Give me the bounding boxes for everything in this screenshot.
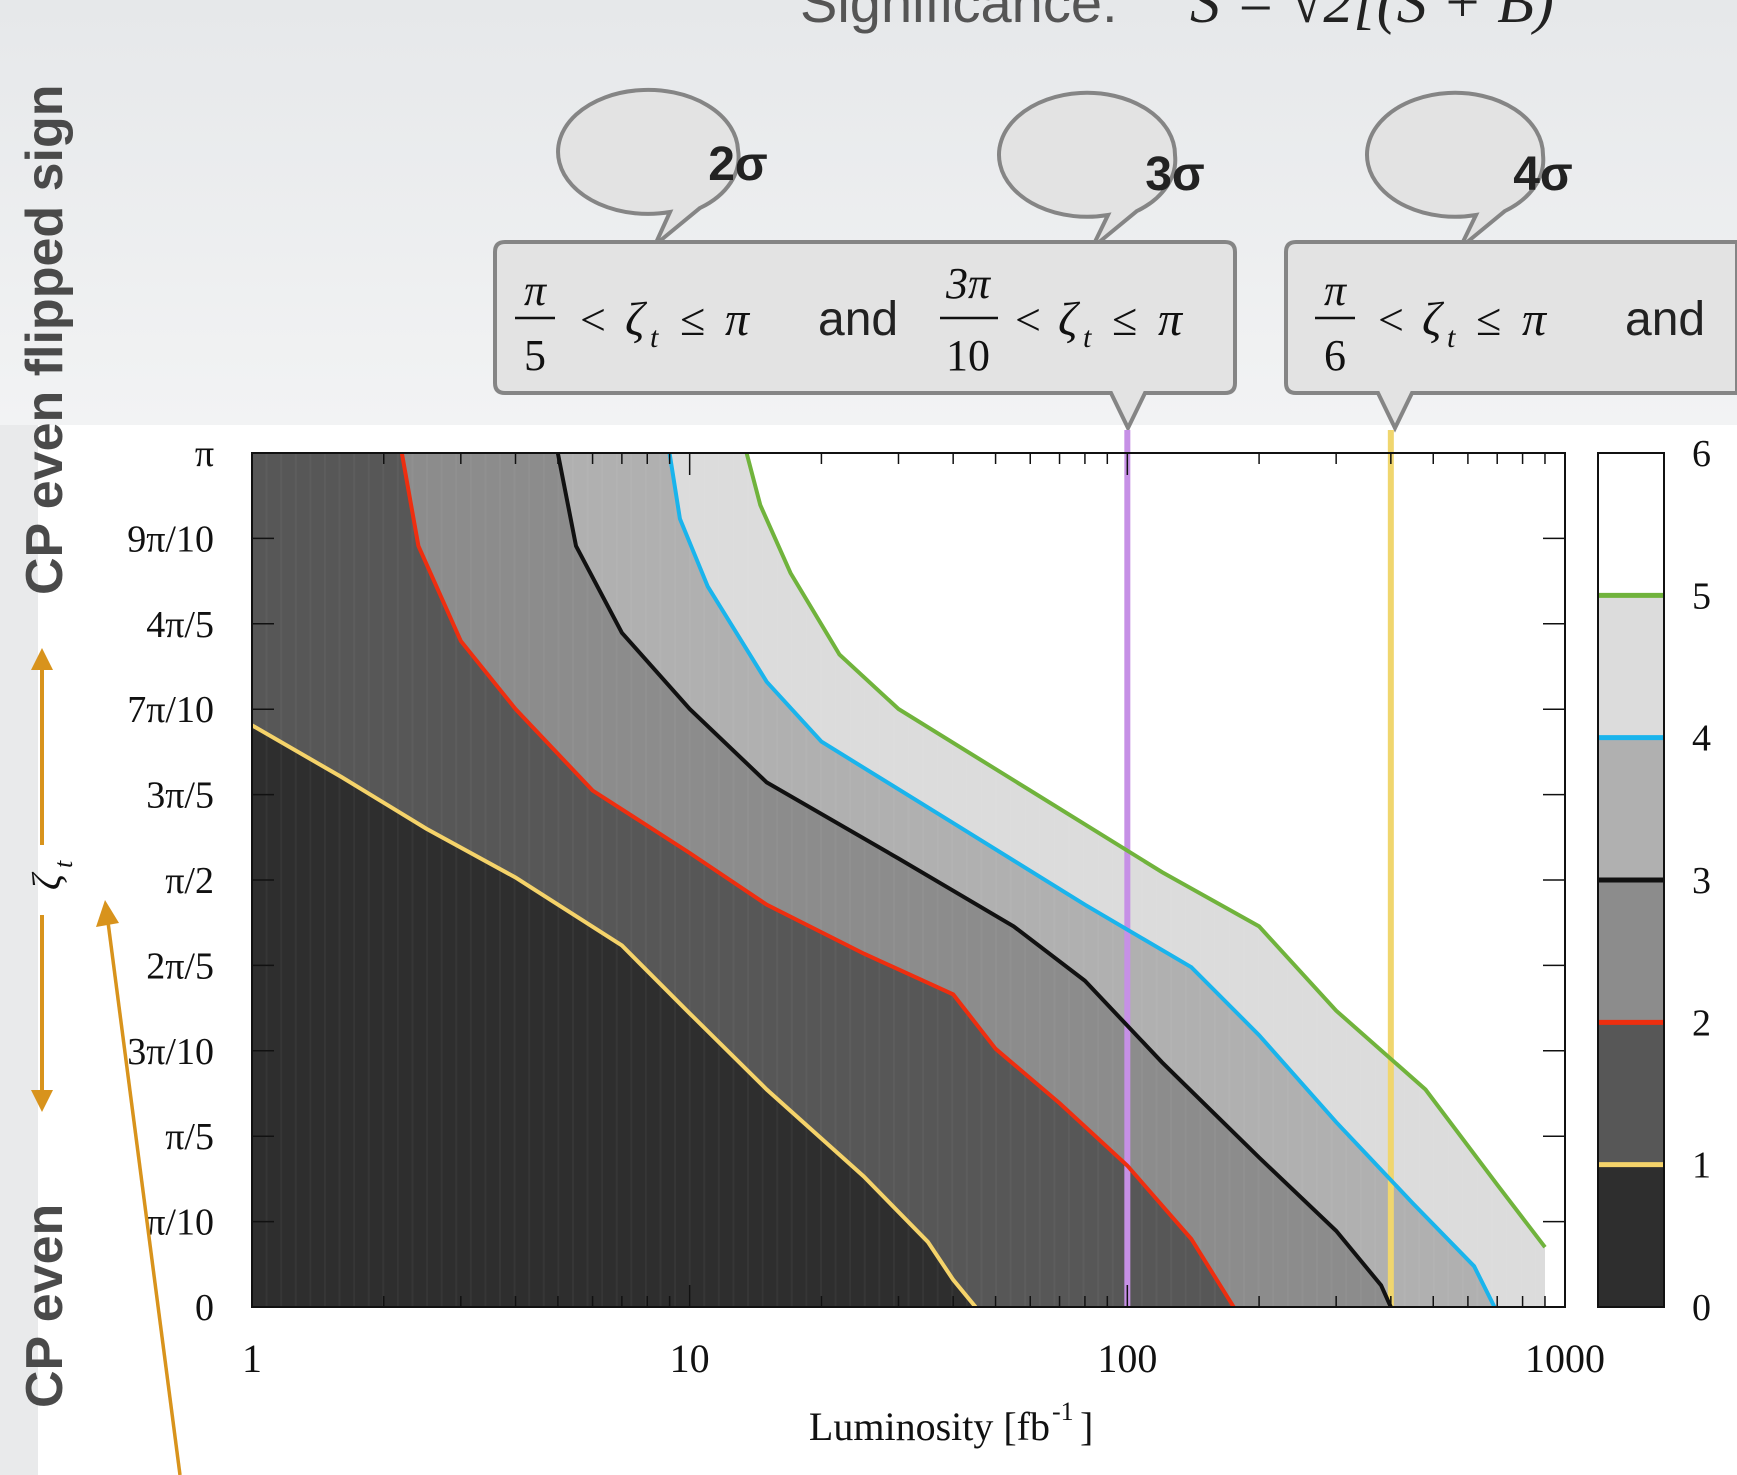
colorbar-tick-label: 3 — [1692, 860, 1711, 902]
colorbar-tick-label: 6 — [1692, 433, 1711, 475]
box1-rel3: < — [1015, 294, 1041, 345]
colorbar-band — [1598, 595, 1664, 738]
box2-and: and — [1625, 293, 1705, 346]
callout-3sigma: 3σ — [997, 90, 1205, 250]
colorbar-tick-label: 0 — [1692, 1287, 1711, 1329]
callout-2sigma-label: 2σ — [708, 138, 768, 191]
callout-4sigma: 4σ — [1365, 90, 1573, 250]
colorbar-tick-label: 4 — [1692, 718, 1711, 760]
box1-pi2: π — [1158, 293, 1184, 346]
x-axis-label-end: ] — [1080, 1404, 1093, 1449]
box1-and: and — [818, 293, 898, 346]
colorbar: 0 1 2 3 4 5 6 — [1597, 433, 1711, 1329]
y-tick-label: π/2 — [165, 860, 214, 902]
y-tick-label: 3π/10 — [127, 1031, 214, 1073]
y-tick-label: 3π/5 — [146, 775, 214, 817]
y-tick-label: π/10 — [146, 1202, 214, 1244]
box1-zeta2: ζ — [1058, 293, 1081, 346]
box1-frac2-den: 10 — [946, 331, 990, 380]
box1-rel1: < — [580, 294, 606, 345]
y-tick-label: 2π/5 — [146, 945, 214, 987]
colorbar-tick-label: 5 — [1692, 575, 1711, 617]
contour-level-2 — [399, 453, 1236, 1307]
box2-zeta: ζ — [1422, 293, 1445, 346]
x-tick-label: 1000 — [1525, 1336, 1605, 1381]
arrow-down-icon — [31, 915, 53, 1112]
box2-frac-num: π — [1324, 266, 1348, 315]
box1-frac1-den: 5 — [524, 331, 546, 380]
box2-pi: π — [1522, 293, 1548, 346]
side-label-lower: CP even — [16, 1204, 74, 1408]
significance-label: Significance: — [800, 0, 1118, 34]
y-tick-label: 4π/5 — [146, 604, 214, 646]
heatmap-plot: 1 10 100 1000 0 π/10 π/5 3π/10 2π/5 π/2 3π/5 7π/10 4… — [127, 430, 1605, 1381]
y-axis-label-sub: t — [49, 860, 78, 868]
box1-frac1-num: π — [524, 266, 548, 315]
colorbar-band — [1598, 880, 1664, 1023]
y-axis-label: ζ t — [24, 860, 78, 890]
box2-frac-den: 6 — [1324, 331, 1346, 380]
box1-frac2-num: 3π — [945, 259, 992, 308]
callout-2sigma: 2σ — [556, 87, 768, 247]
pointer-arrow-icon — [96, 900, 182, 1475]
x-axis-label: Luminosity [fb -1 ] — [809, 1397, 1093, 1449]
contour-level-1 — [252, 723, 978, 1307]
box1-zeta: ζ — [625, 293, 648, 346]
box1-zeta2-sub: t — [1083, 321, 1092, 354]
colorbar-frame — [1597, 452, 1665, 1308]
band-below-level-1 — [252, 453, 976, 1307]
y-tick-label: 7π/10 — [127, 689, 214, 731]
y-axis-label-main: ζ — [24, 871, 69, 890]
y-tick-label: π/5 — [165, 1116, 214, 1158]
colorbar-tick-label: 1 — [1692, 1145, 1711, 1187]
arrow-up-icon — [31, 648, 53, 845]
box2-rel1: < — [1378, 294, 1404, 345]
heatmap-bands — [252, 453, 1552, 1307]
colorbar-band — [1598, 737, 1664, 880]
colorbar-tick-label: 2 — [1692, 1002, 1711, 1044]
contour-level-4 — [667, 453, 1497, 1307]
x-tick-label: 100 — [1097, 1336, 1157, 1381]
y-tick-label: π — [195, 433, 214, 475]
colorbar-band — [1598, 1022, 1664, 1165]
callout-4sigma-label: 4σ — [1513, 148, 1573, 201]
box2-rel2: ≤ — [1476, 294, 1501, 345]
box1-pi: π — [725, 293, 751, 346]
range-box-1: π 5 < ζ t ≤ π and 3π 10 < ζ t ≤ π — [493, 240, 1237, 433]
box2-zeta-sub: t — [1447, 321, 1456, 354]
contour-level-3 — [555, 453, 1393, 1307]
significance-formula: S = √2[(S + B) — [1190, 0, 1554, 35]
box1-rel2: ≤ — [680, 294, 705, 345]
box1-rel4: ≤ — [1112, 294, 1137, 345]
x-tick-label: 1 — [242, 1336, 262, 1381]
colorbar-band — [1598, 453, 1664, 596]
y-tick-label: 0 — [195, 1287, 214, 1329]
colorbar-band — [1598, 1164, 1664, 1307]
y-tick-label: 9π/10 — [127, 518, 214, 560]
range-box-2: π 6 < ζ t ≤ π and — [1284, 240, 1737, 433]
x-axis-label-main: Luminosity [fb — [809, 1404, 1050, 1449]
callout-3sigma-label: 3σ — [1145, 148, 1205, 201]
x-tick-label: 10 — [670, 1336, 710, 1381]
left-strip — [0, 425, 38, 1475]
x-axis-label-sup: -1 — [1052, 1397, 1074, 1426]
box1-zeta-sub: t — [650, 321, 659, 354]
contour-level-5 — [744, 453, 1547, 1249]
side-label-upper: CP even flipped sign — [16, 85, 74, 595]
